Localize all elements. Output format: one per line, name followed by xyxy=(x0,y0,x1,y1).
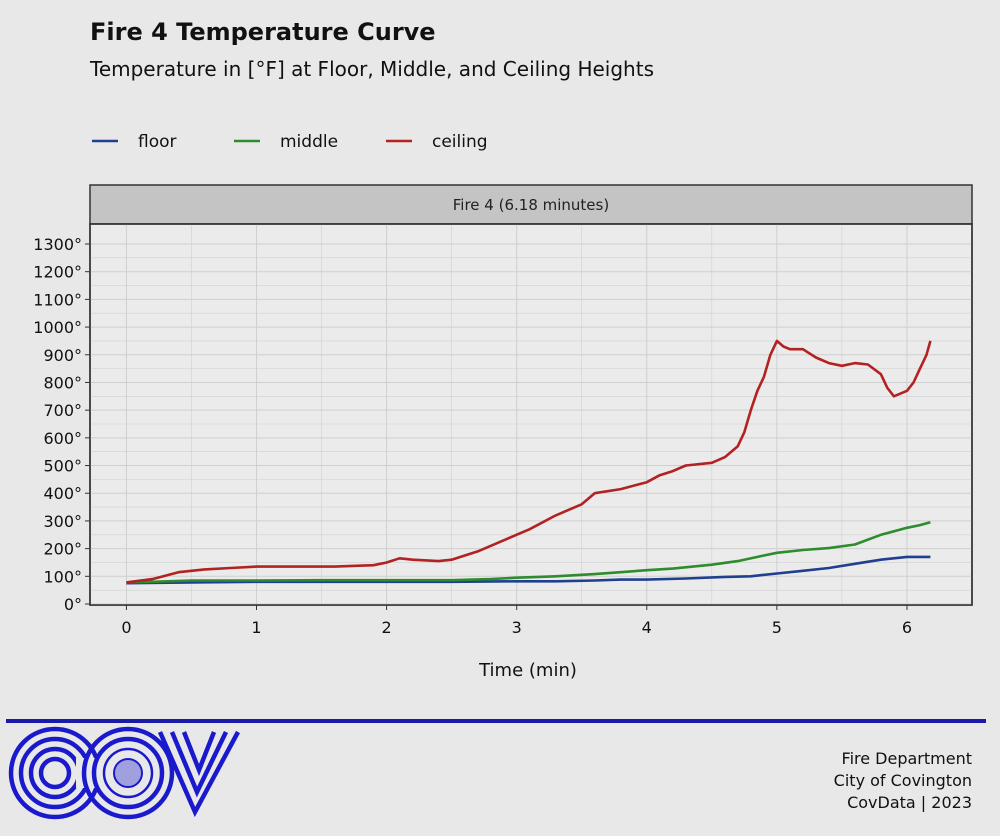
legend-label-middle: middle xyxy=(280,132,338,152)
series-line-ceiling xyxy=(126,339,932,584)
y-tick-label: 1200° xyxy=(33,263,82,282)
y-tick-label: 100° xyxy=(43,567,82,586)
facet-label: Fire 4 (6.18 minutes) xyxy=(453,196,609,214)
x-tick-label: 2 xyxy=(382,618,392,637)
series-line-middle xyxy=(126,521,931,584)
series-line-floor xyxy=(126,555,931,585)
y-tick-label: 0° xyxy=(64,595,82,614)
x-tick-label: 0 xyxy=(121,618,131,637)
y-tick-label: 400° xyxy=(43,484,82,503)
x-axis: 0 1 2 3 4 5 6 xyxy=(121,605,912,637)
y-tick-label: 1100° xyxy=(33,290,82,309)
plot-border xyxy=(89,223,973,606)
y-axis: 0° 100° 200° 300° 400° 500° 600° 700° 800° 900° 10… xyxy=(33,235,90,614)
grid-lines xyxy=(90,224,972,605)
y-tick-label: 500° xyxy=(43,457,82,476)
y-tick-label: 300° xyxy=(43,512,82,531)
city-seal-icon xyxy=(81,726,175,820)
chart-title: Fire 4 Temperature Curve xyxy=(90,18,436,46)
cov-logo xyxy=(8,726,240,820)
y-tick-label: 900° xyxy=(43,346,82,365)
series-lines xyxy=(126,339,932,585)
y-tick-label: 600° xyxy=(43,429,82,448)
x-tick-label: 4 xyxy=(642,618,652,637)
facet-strip xyxy=(89,184,973,225)
legend-label-ceiling: ceiling xyxy=(432,132,488,152)
chart-subtitle: Temperature in [°F] at Floor, Middle, an… xyxy=(89,57,654,81)
y-tick-label: 1000° xyxy=(33,318,82,337)
x-tick-label: 5 xyxy=(772,618,782,637)
footer-covdata: CovData | 2023 xyxy=(847,793,972,812)
legend-label-floor: floor xyxy=(138,132,177,152)
y-tick-label: 200° xyxy=(43,540,82,559)
y-tick-label: 1300° xyxy=(33,235,82,254)
footer-city: City of Covington xyxy=(834,771,972,790)
x-axis-title: Time (min) xyxy=(478,660,577,681)
legend: floor middle ceiling xyxy=(92,132,488,152)
logo-c-icon xyxy=(8,726,102,820)
footer-department: Fire Department xyxy=(842,749,972,768)
y-tick-label: 700° xyxy=(43,401,82,420)
y-tick-label: 800° xyxy=(43,373,82,392)
x-tick-label: 3 xyxy=(512,618,522,637)
x-tick-label: 6 xyxy=(902,618,912,637)
logo-v-icon xyxy=(157,730,240,818)
x-tick-label: 1 xyxy=(251,618,261,637)
